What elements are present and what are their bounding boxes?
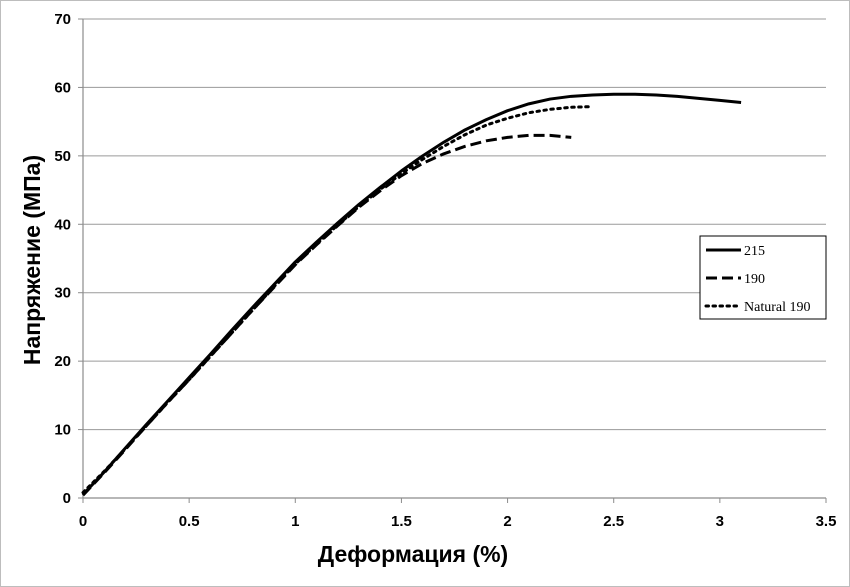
y-tick-label: 40: [54, 216, 71, 233]
x-tick-label: 2: [503, 513, 511, 530]
legend-label-2: Natural 190: [744, 300, 810, 315]
x-tick-label: 1.5: [391, 513, 412, 530]
x-tick-label: 0.5: [179, 513, 200, 530]
y-axis-title: Напряжение (МПа): [19, 155, 45, 365]
x-tick-label: 1: [291, 513, 299, 530]
x-tick-label: 2.5: [603, 513, 624, 530]
x-tick-label: 0: [79, 513, 87, 530]
y-tick-label: 50: [54, 148, 71, 165]
y-tick-label: 0: [63, 490, 71, 507]
y-tick-labels: 0 10 20 30 40 50 60 70: [54, 11, 83, 507]
gridlines: [83, 18, 826, 431]
series-line-0: [81, 92, 742, 496]
x-tick-label: 3: [716, 513, 724, 530]
legend-label-1: 190: [744, 272, 765, 287]
data-series: [81, 92, 742, 497]
legend-label-0: 215: [744, 244, 765, 259]
y-tick-label: 30: [54, 285, 71, 302]
y-tick-label: 20: [54, 353, 71, 370]
series-line-2: [81, 105, 594, 495]
legend: 215 190 Natural 190: [699, 235, 827, 320]
axes: [82, 19, 826, 499]
series-line-1: [81, 133, 572, 497]
x-tick-label: 3.5: [816, 513, 837, 530]
y-tick-label: 10: [54, 422, 71, 439]
x-axis-title: Деформация (%): [318, 541, 508, 567]
y-tick-label: 70: [54, 11, 71, 28]
y-tick-label: 60: [54, 79, 71, 96]
x-tick-labels: 0 0.5 1 1.5 2 2.5 3 3.5: [79, 498, 837, 530]
